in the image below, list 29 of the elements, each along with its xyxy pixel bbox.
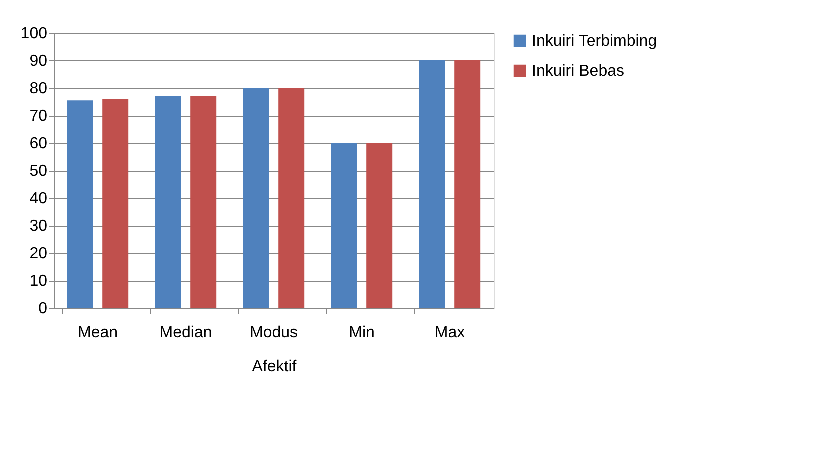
legend-label: Inkuiri Terbimbing — [532, 33, 658, 50]
y-tick-label: 40 — [30, 190, 48, 208]
x-tick-label: Max — [434, 324, 466, 342]
x-tick-label: Modus — [250, 324, 298, 342]
bar — [243, 88, 270, 308]
y-tick-label: 20 — [30, 246, 48, 262]
bar — [419, 60, 446, 308]
bar — [190, 96, 217, 308]
x-tick-label: Mean — [78, 324, 118, 342]
legend-label: Inkuiri Bebas — [532, 63, 624, 80]
bar — [366, 143, 393, 308]
bar — [331, 143, 358, 308]
y-tick-label: 50 — [30, 163, 48, 180]
y-tick-label: 30 — [30, 218, 48, 235]
x-tick-label: Median — [160, 324, 212, 342]
bar — [454, 60, 481, 308]
y-tick-label: 70 — [30, 108, 48, 125]
x-axis-title: Afektif — [252, 358, 298, 376]
bar — [155, 96, 182, 308]
bar — [102, 99, 129, 308]
y-tick-label: 100 — [20, 26, 48, 42]
y-tick-label: 80 — [30, 80, 48, 98]
x-tick-label: Min — [349, 324, 375, 342]
y-tick-label: 10 — [30, 273, 48, 290]
y-tick-label: 60 — [30, 136, 48, 152]
bar — [67, 100, 94, 308]
bar — [278, 88, 305, 308]
y-tick-label: 0 — [38, 300, 48, 318]
y-tick-label: 90 — [30, 53, 48, 70]
